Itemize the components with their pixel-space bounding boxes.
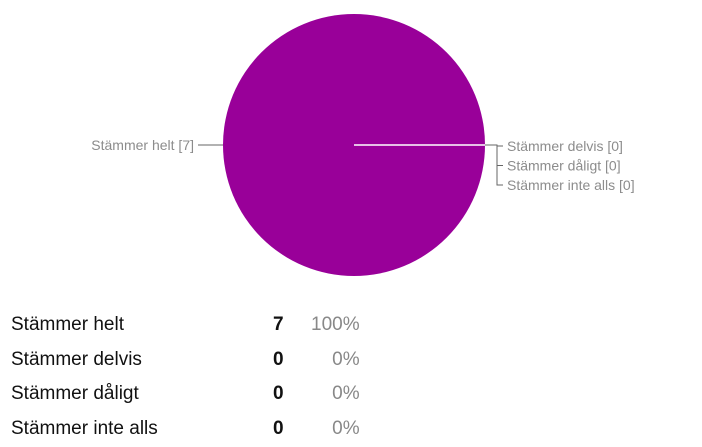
callout-label: Stämmer helt [7] [91, 137, 194, 153]
option-count: 0 [273, 348, 284, 370]
callout-label: Stämmer delvis [0] [507, 138, 623, 154]
option-count: 0 [273, 417, 284, 439]
option-count: 0 [273, 383, 284, 405]
callout-label: Stämmer inte alls [0] [507, 177, 635, 193]
option-label: Stämmer helt [11, 314, 124, 336]
table-row: Stämmer dåligt 0 0% [11, 377, 360, 412]
table-row: Stämmer inte alls 0 0% [11, 412, 360, 447]
pie-callouts: Stämmer helt [7] Stämmer delvis [0] Stämme… [91, 137, 634, 193]
option-label: Stämmer dåligt [11, 383, 139, 405]
table-row: Stämmer helt 7 100% [11, 308, 360, 343]
option-count: 7 [273, 314, 284, 336]
option-percent: 0% [332, 417, 360, 439]
option-percent: 0% [332, 348, 360, 370]
pie-chart: Stämmer helt [7] Stämmer delvis [0] Stämme… [91, 14, 635, 276]
option-percent: 100% [311, 314, 360, 336]
response-summary-table: Stämmer helt 7 100% Stämmer delvis 0 0% … [11, 308, 360, 446]
option-label: Stämmer delvis [11, 348, 142, 370]
callout-line [485, 144, 503, 186]
pie-slices [223, 14, 485, 276]
option-label: Stämmer inte alls [11, 417, 158, 439]
callout-line [485, 144, 503, 166]
table-row: Stämmer delvis 0 0% [11, 343, 360, 378]
option-percent: 0% [332, 383, 360, 405]
callout-label: Stämmer dåligt [0] [507, 158, 621, 174]
